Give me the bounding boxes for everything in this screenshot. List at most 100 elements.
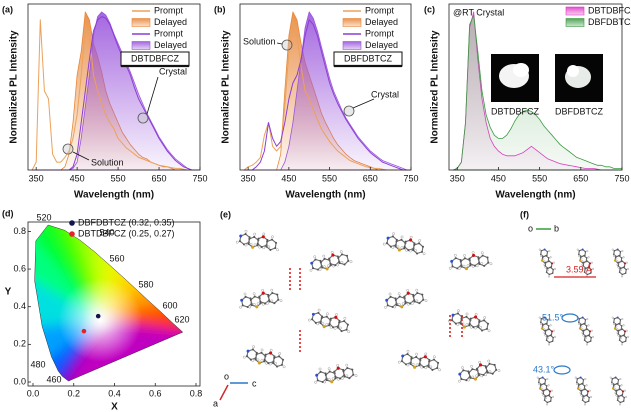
- atom: [264, 353, 267, 356]
- hetero-atom: [450, 259, 454, 263]
- hydrogen: [592, 335, 595, 338]
- hydrogen: [424, 366, 428, 370]
- atom: [544, 379, 547, 381]
- atom: [544, 395, 546, 398]
- atom: [474, 264, 477, 267]
- atom: [469, 376, 472, 379]
- x-tick-label: 350: [450, 173, 465, 183]
- atom: [544, 333, 546, 335]
- hetero-atom: [462, 325, 466, 329]
- hydrogen: [575, 382, 579, 385]
- hydrogen: [384, 305, 387, 309]
- atom: [548, 341, 551, 344]
- atom: [623, 396, 625, 399]
- atom: [624, 272, 627, 274]
- atom: [589, 340, 592, 342]
- hydrogen: [415, 363, 419, 367]
- atom: [459, 260, 462, 263]
- hetero-atom: [261, 235, 265, 239]
- atom: [264, 302, 267, 305]
- y-axis-title: Normalized PL Intensity: [430, 30, 441, 144]
- atom: [275, 365, 279, 368]
- hetero-atom: [261, 291, 265, 295]
- atom: [345, 328, 348, 331]
- atom: [413, 300, 416, 303]
- atom: [311, 267, 315, 270]
- legend-label: Delayed: [154, 40, 187, 50]
- atom: [428, 358, 431, 362]
- atom: [342, 370, 345, 373]
- hetero-atom: [578, 259, 582, 262]
- atom: [617, 395, 619, 398]
- atom: [456, 312, 460, 315]
- atom: [431, 368, 434, 371]
- hydrogen: [406, 349, 410, 353]
- line: [31, 19, 200, 171]
- atom: [542, 393, 544, 395]
- axis-label: o: [224, 371, 229, 381]
- locus-label: 580: [138, 279, 153, 289]
- y-axis-title: Normalized PL Intensity: [9, 30, 20, 144]
- y-tick-label: 0.0: [13, 376, 26, 386]
- area: [452, 14, 623, 171]
- atom: [271, 291, 274, 295]
- hetero-atom: [540, 259, 544, 262]
- hydrogen: [456, 323, 460, 326]
- atom: [246, 305, 249, 309]
- atom: [281, 358, 285, 361]
- atom: [488, 362, 491, 365]
- atom: [403, 295, 406, 298]
- atom: [538, 381, 540, 384]
- atom: [584, 335, 586, 338]
- atom: [242, 243, 246, 246]
- hetero-atom: [581, 248, 584, 251]
- atom: [583, 329, 585, 332]
- atom: [615, 393, 617, 395]
- hetero-atom: [473, 377, 478, 381]
- atom: [276, 293, 279, 296]
- atom: [321, 380, 324, 384]
- atom: [546, 267, 548, 270]
- atom: [625, 336, 627, 339]
- atom: [463, 257, 466, 260]
- atom: [468, 322, 471, 325]
- atom: [267, 295, 270, 298]
- x-tick-label: 750: [403, 173, 418, 183]
- atom: [619, 335, 621, 338]
- hydrogen: [448, 266, 452, 270]
- atom: [619, 319, 622, 321]
- atom: [617, 265, 619, 267]
- panel-label: (f): [520, 209, 529, 219]
- atom: [551, 340, 554, 342]
- atom: [454, 257, 457, 260]
- atom: [586, 341, 589, 344]
- x-tick-label: 550: [322, 173, 337, 183]
- atom: [419, 357, 422, 360]
- atom: [541, 256, 544, 258]
- hydrogen: [397, 292, 401, 296]
- atom: [546, 388, 548, 390]
- hydrogen: [339, 250, 343, 254]
- hetero-atom: [471, 253, 476, 257]
- atom: [245, 355, 249, 358]
- hydrogen: [409, 235, 413, 239]
- atom: [404, 240, 407, 243]
- atom: [588, 396, 590, 399]
- atom: [249, 358, 252, 361]
- atom: [576, 381, 578, 384]
- y-axis-title: Y: [5, 287, 12, 298]
- annotation: Crystal: [371, 89, 399, 99]
- atom: [385, 242, 389, 245]
- atom: [584, 267, 586, 270]
- hydrogen: [260, 348, 264, 352]
- hydrogen: [252, 345, 255, 349]
- angle-label: 43.1°: [533, 364, 555, 374]
- hetero-atom: [623, 262, 627, 265]
- hetero-atom: [464, 267, 469, 271]
- hydrogen: [244, 243, 248, 247]
- hetero-atom: [409, 238, 413, 242]
- atom: [614, 256, 617, 258]
- atom: [274, 246, 277, 250]
- hetero-atom: [548, 390, 552, 393]
